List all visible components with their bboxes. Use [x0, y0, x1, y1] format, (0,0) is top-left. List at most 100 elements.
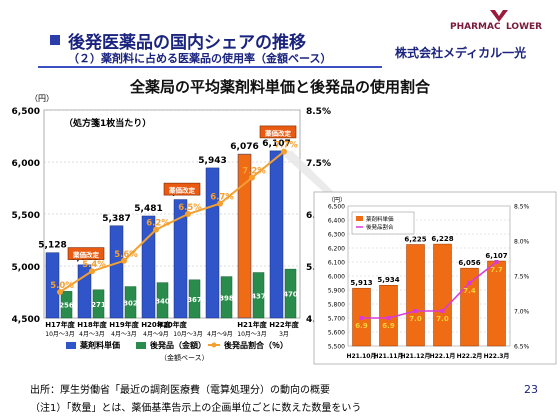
inset-legend-box	[351, 211, 415, 235]
generic-amount-bar	[188, 279, 201, 319]
share-line	[59, 150, 285, 293]
share-point	[153, 226, 159, 233]
inset-unit-price-label: 6,056	[458, 259, 480, 267]
generic-amount-bar	[92, 289, 105, 319]
main-x-category-label: H20年度	[141, 320, 172, 329]
main-y-tick-label: 5,000	[12, 263, 40, 273]
generic-amount-label: 367	[187, 296, 202, 304]
main-chart-legend: 薬剤料単価 後発品（金額） （金額ベース） 後発品割合（％）	[66, 340, 288, 362]
title-bullet-icon	[50, 35, 60, 45]
inset-x-tick-label: H21.11月	[373, 352, 403, 360]
inset-unit-price-bar	[406, 244, 425, 347]
price-revision-label: 薬価改定	[264, 128, 292, 137]
price-revision-box	[67, 247, 105, 260]
generic-amount-label: 340	[155, 297, 170, 305]
inset-share-label: 7.0	[436, 315, 449, 323]
share-point	[217, 200, 223, 207]
main-y-axis-unit: （円）	[30, 94, 54, 103]
unit-price-label: 6,076	[230, 142, 258, 152]
share-label: 5.0%	[50, 281, 74, 291]
inset-legend-line: 後発品割合	[366, 223, 394, 231]
page-subtitle: （２）薬剤料に占める医薬品の使用率（金額ベース）	[68, 52, 332, 65]
main-y-tick-label: 6,000	[12, 159, 40, 169]
unit-price-label: 5,128	[38, 241, 66, 251]
inset-y-tick-label: 6,200	[328, 246, 345, 253]
logo-text-flower: LOWER	[506, 22, 543, 32]
generic-amount-bar	[284, 268, 297, 319]
main-y2-tick-label: 7.5%	[306, 159, 331, 169]
inset-unit-price-label: 5,934	[377, 276, 399, 284]
price-revision-label: 薬価改定	[72, 250, 100, 259]
unit-price-label: 6,107	[262, 139, 290, 149]
inset-unit-price-bar	[460, 267, 479, 347]
main-y-tick-label: 6,500	[12, 107, 40, 117]
inset-x-tick-label: H22.3月	[484, 352, 510, 360]
share-point	[281, 148, 287, 155]
inset-share-point	[494, 260, 499, 264]
inset-y2-tick-label: 7.5%	[514, 274, 530, 281]
page-number: 23	[524, 383, 538, 396]
main-chart-axes: 6,5006,0005,5005,0004,5008.5%7.5%6.5%5.5…	[12, 94, 331, 338]
generic-amount-bar	[124, 286, 137, 319]
inset-share-label: 7.0	[409, 315, 422, 323]
generic-amount-label: 470	[283, 291, 298, 299]
generic-amount-bar	[252, 272, 265, 319]
main-x-category-label: H17年度	[45, 320, 76, 329]
legend-swatch-generic	[136, 342, 146, 349]
share-point	[185, 211, 191, 217]
main-x-range-label: 10月～3月	[237, 331, 266, 338]
unit-price-bar	[173, 199, 188, 319]
legend-swatch-unit-price	[66, 342, 76, 349]
inset-unit-price-label: 6,107	[485, 252, 507, 260]
inset-share-line	[361, 261, 497, 319]
inset-share-label: 6.9	[355, 322, 368, 330]
inset-share-point	[386, 316, 391, 320]
share-point	[57, 289, 63, 295]
inset-chart-axes: 6,500 6,400 6,300 6,200 6,100 6,000 5,900 5,800…	[328, 197, 530, 360]
inset-y-tick-label: 5,700	[328, 316, 345, 323]
inset-share-label: 7.4	[463, 287, 476, 295]
generic-amount-label: 256	[59, 302, 74, 310]
main-x-category-label: H21年度	[237, 320, 268, 329]
inset-y-tick-label: 6,100	[328, 260, 345, 267]
main-x-range-label: 10月～3月	[45, 331, 74, 338]
inset-unit-price-label: 6,225	[404, 236, 426, 244]
share-label: 6.7%	[210, 193, 234, 203]
legend-generic: 後発品（金額）	[150, 340, 206, 350]
price-revision-label: 薬価改定	[168, 186, 196, 195]
share-label: 5.6%	[114, 250, 138, 260]
unit-price-label: 5,481	[134, 204, 162, 214]
unit-price-bar	[141, 215, 156, 319]
main-x-group-label: H20年度	[157, 320, 188, 329]
chart-title: 全薬局の平均薬剤料単価と後発品の使用割合	[129, 78, 430, 96]
flower-logo-icon	[490, 10, 508, 22]
share-label: 6.5%	[178, 203, 202, 213]
inset-y2-tick-label: 8.0%	[514, 239, 530, 246]
inset-y-tick-label: 6,500	[328, 204, 345, 211]
title-divider	[38, 66, 382, 68]
inset-legend-swatch-bar	[356, 216, 363, 221]
main-y-tick-label: 5,500	[12, 211, 40, 221]
logo-text-pharmacy: PHARMAC	[450, 22, 501, 32]
main-x-category-label: H18年度	[77, 320, 108, 329]
share-point	[249, 174, 255, 181]
share-point	[89, 268, 95, 275]
inset-y-tick-label: 6,400	[328, 218, 345, 225]
share-label: 5.4%	[82, 260, 106, 270]
main-y2-tick-label: 8.5%	[306, 107, 331, 117]
inset-unit-price-label: 5,913	[350, 279, 372, 287]
inset-share-point	[440, 309, 445, 313]
inset-unit-price-label: 6,228	[431, 235, 453, 243]
legend-swatch-share-point	[211, 342, 217, 348]
inset-share-point	[467, 281, 472, 285]
inset-y2-tick-label: 8.5%	[514, 204, 530, 211]
inset-unit-price-bar	[433, 243, 452, 347]
share-point	[121, 257, 127, 264]
inset-y2-tick-label: 6.5%	[514, 344, 530, 351]
share-label: 6.2%	[146, 219, 170, 229]
legend-share: 後発品割合（％）	[224, 340, 288, 350]
unit-price-bar	[237, 153, 252, 319]
share-label: 7.7%	[274, 141, 298, 151]
